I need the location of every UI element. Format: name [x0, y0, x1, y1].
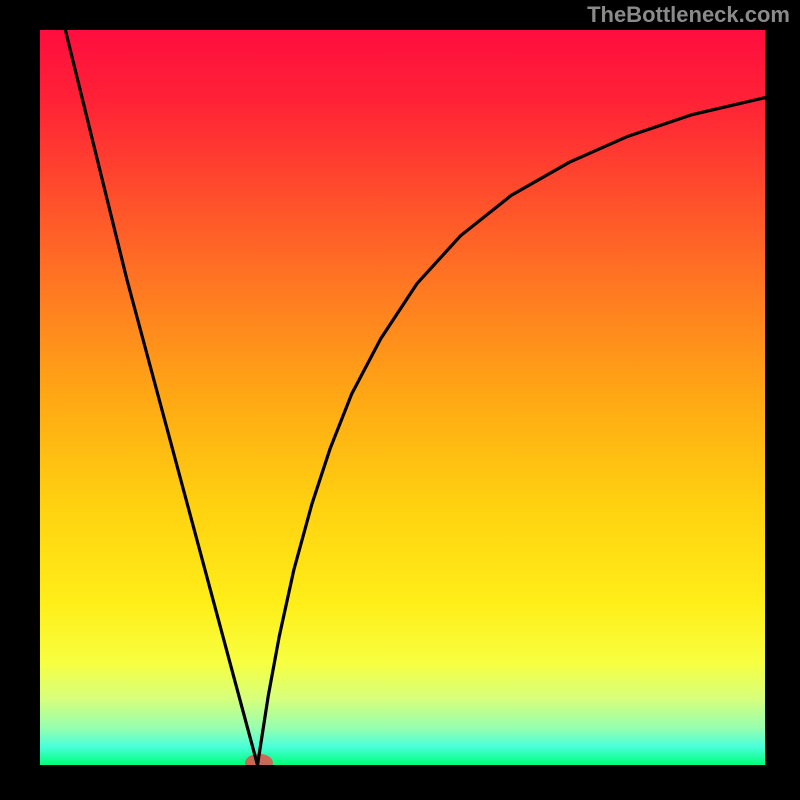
curve-left-branch: [40, 30, 258, 765]
plot-svg: [40, 30, 765, 765]
chart-container: TheBottleneck.com: [0, 0, 800, 800]
watermark-text: TheBottleneck.com: [587, 2, 790, 28]
plot-area: [40, 30, 765, 765]
curve-right-branch: [258, 98, 766, 765]
min-marker: [245, 754, 273, 765]
